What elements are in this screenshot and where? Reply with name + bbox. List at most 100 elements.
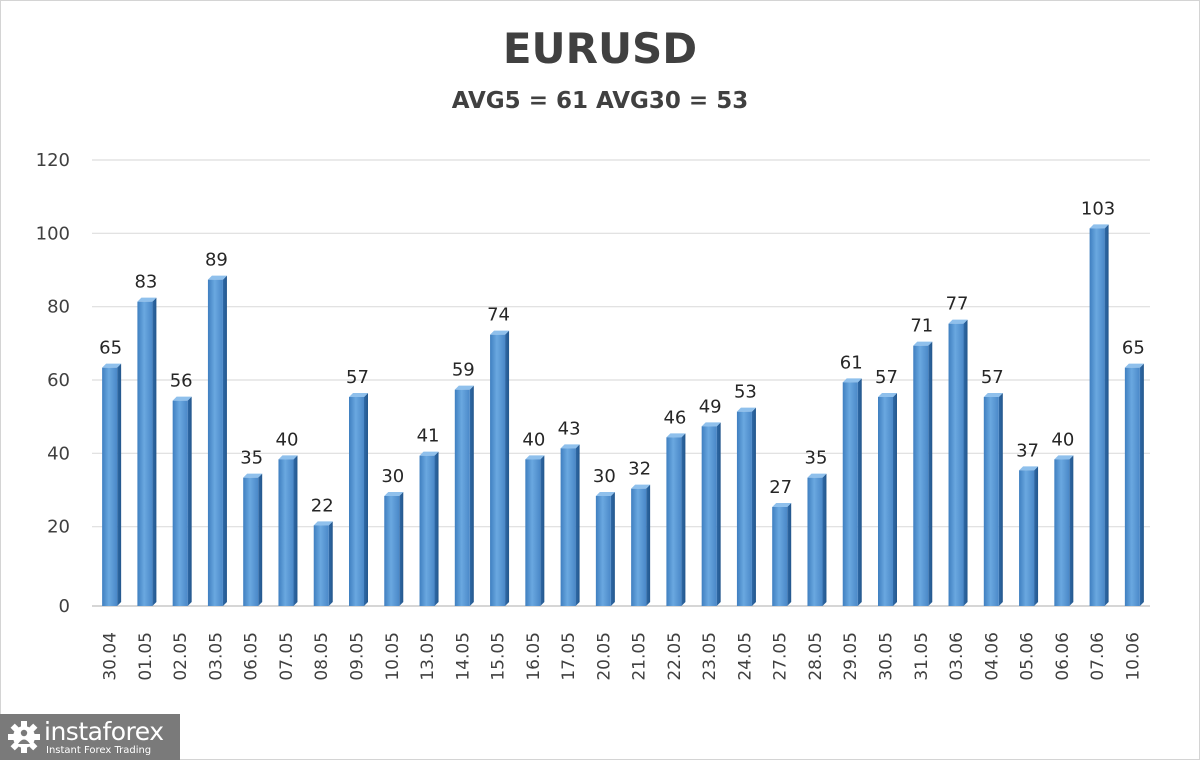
bar-top (666, 433, 686, 438)
bar-07.06 (1089, 224, 1109, 607)
bar-face (313, 525, 329, 606)
x-tick-label: 06.06 (1053, 632, 1073, 681)
x-tick-label: 01.05 (136, 632, 156, 681)
x-tick-label: 14.05 (453, 632, 473, 681)
bar-top (384, 492, 404, 496)
bar-side (646, 484, 651, 606)
bar-side (399, 492, 404, 606)
bar-face (736, 411, 752, 606)
bar-side (575, 444, 580, 606)
data-label: 30 (593, 466, 616, 487)
bar-face (172, 400, 188, 606)
bar-top (525, 455, 545, 460)
bar-face (1054, 459, 1070, 606)
bar-face (490, 334, 506, 606)
bar-top (595, 492, 615, 496)
data-label: 53 (734, 382, 757, 403)
bar-face (631, 488, 647, 606)
bar-top (1089, 224, 1109, 229)
data-label: 35 (805, 448, 828, 469)
bar-top (243, 473, 263, 478)
x-tick-label: 20.05 (594, 632, 614, 681)
x-tick-label: 07.05 (277, 632, 297, 681)
bar-10.06 (1124, 363, 1144, 606)
x-tick-label: 02.05 (171, 632, 191, 681)
bar-02.05 (172, 396, 192, 606)
bar-20.05 (595, 492, 615, 606)
x-tick-label: 16.05 (524, 632, 544, 681)
bar-23.05 (701, 422, 721, 606)
bar-side (187, 396, 192, 606)
x-tick-label: 04.06 (982, 632, 1002, 681)
bar-face (595, 496, 611, 606)
data-label: 74 (487, 305, 510, 326)
bar-side (505, 330, 510, 606)
bar-top (454, 385, 474, 390)
x-tick-label: 10.06 (1123, 632, 1143, 681)
bar-top (349, 393, 368, 397)
x-tick-label: 05.06 (1018, 632, 1038, 681)
x-tick-label: 23.05 (700, 632, 720, 681)
bar-face (701, 426, 717, 606)
data-label: 30 (381, 466, 404, 487)
y-tick-label: 80 (47, 297, 70, 318)
gridlines (92, 159, 1150, 607)
x-tick-label: 28.05 (806, 632, 826, 681)
bar-side (893, 393, 897, 606)
bar-side (928, 341, 933, 606)
bar-face (878, 397, 893, 606)
bar-face (1089, 228, 1105, 607)
data-label: 71 (910, 316, 933, 337)
bar-29.05 (842, 378, 862, 606)
data-label: 43 (558, 418, 581, 439)
bar-face (278, 459, 294, 606)
bar-08.05 (313, 521, 333, 606)
data-labels: 65 83 56 89 35 40 22 57 30 41 59 74 40 43 30 32 46 49 53 27… (99, 198, 1145, 516)
bar-side (787, 503, 792, 606)
data-label: 89 (205, 250, 228, 271)
bar-side (716, 422, 721, 606)
y-tick-label: 100 (36, 223, 70, 244)
x-tick-label: 03.05 (206, 632, 226, 681)
bar-14.05 (454, 385, 474, 606)
bar-face (137, 301, 153, 606)
bar-09.05 (349, 393, 368, 606)
bar-side (857, 378, 862, 606)
data-label: 77 (946, 294, 969, 315)
bar-top (913, 341, 933, 346)
data-label: 41 (417, 426, 440, 447)
bar-top (842, 378, 862, 383)
bar-16.05 (525, 455, 545, 606)
bar-side (751, 407, 756, 606)
bar-top (701, 422, 721, 427)
chart-title: EURUSD (502, 24, 698, 73)
bar-side (681, 433, 686, 606)
bar-top (278, 455, 298, 460)
bar-side (258, 473, 263, 606)
logo-tagline: Instant Forex Trading (46, 745, 152, 756)
data-label: 83 (134, 272, 157, 293)
x-tick-label: 08.05 (312, 632, 332, 681)
data-label: 65 (99, 338, 122, 359)
x-axis-ticks: 30.04 01.05 02.05 03.05 06.05 07.05 08.05 09.05… (101, 632, 1144, 681)
bar-top (772, 503, 792, 507)
data-label: 40 (276, 429, 299, 450)
bar-10.05 (384, 492, 404, 606)
bar-side (364, 393, 368, 606)
x-tick-label: 03.06 (947, 632, 967, 681)
bar-01.05 (137, 297, 157, 606)
bar-face (913, 345, 929, 606)
data-label: 40 (522, 429, 545, 450)
x-tick-label: 15.05 (489, 632, 509, 681)
y-tick-label: 60 (47, 370, 70, 391)
bar-top (1019, 466, 1039, 471)
x-tick-label: 30.05 (877, 632, 897, 681)
bar-face (1019, 470, 1035, 606)
data-label: 57 (981, 367, 1004, 388)
data-label: 40 (1051, 429, 1074, 450)
bar-face (207, 279, 223, 606)
bar-side (152, 297, 157, 606)
bar-side (822, 473, 827, 606)
bar-face (384, 496, 400, 606)
y-tick-label: 120 (36, 150, 70, 171)
